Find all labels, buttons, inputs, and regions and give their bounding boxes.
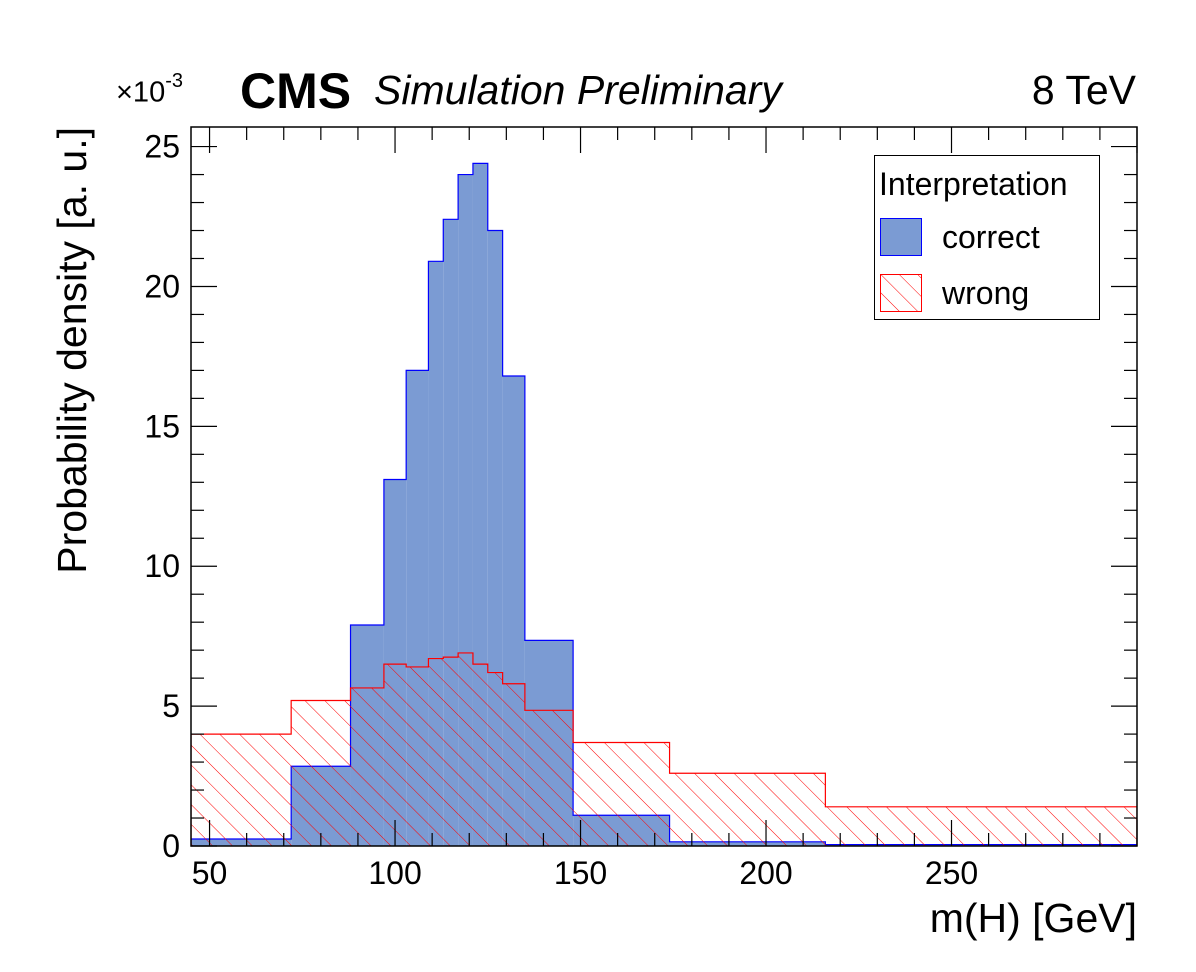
wrong-bar — [350, 687, 384, 846]
simulation-label: Simulation Preliminary — [374, 67, 782, 113]
legend-label-wrong: wrong — [942, 275, 1030, 311]
wrong-bar — [428, 658, 444, 846]
y-axis: 0 5 10 15 20 25 — [144, 129, 1137, 864]
wrong-bar — [524, 710, 574, 846]
wrong-bar — [669, 773, 826, 846]
y-tick-label: 25 — [144, 129, 180, 165]
legend-title: Interpretation — [879, 166, 1068, 202]
energy-label: 8 TeV — [1031, 67, 1136, 113]
wrong-bar — [406, 666, 429, 846]
y-tick-label: 15 — [144, 408, 180, 444]
plot-frame — [190, 126, 1138, 847]
wrong-bar — [487, 672, 503, 846]
x-tick-label: 50 — [192, 855, 228, 891]
y-axis-title: Probability density [a. u.] — [49, 127, 95, 574]
x-axis-title: m(H) [GeV] — [930, 895, 1137, 941]
legend-entry-wrong: wrong — [880, 274, 1090, 314]
wrong-bar — [573, 742, 670, 846]
legend-entry-correct: correct — [880, 218, 1090, 258]
y-axis-multiplier: ×10-3 — [116, 70, 183, 109]
y-tick-label: 5 — [162, 688, 180, 724]
x-tick-label: 250 — [925, 855, 978, 891]
legend-swatch-wrong — [880, 274, 922, 312]
wrong-bar — [443, 657, 459, 846]
wrong-bar — [502, 683, 525, 846]
plot-area — [191, 162, 1137, 846]
y-tick-label: 10 — [144, 548, 180, 584]
y-tick-label: 20 — [144, 268, 180, 304]
wrong-bar — [191, 734, 292, 846]
x-tick-label: 150 — [554, 855, 607, 891]
x-axis: 50 100 150 200 250 — [192, 127, 1138, 891]
legend-label-correct: correct — [942, 219, 1040, 255]
wrong-bar — [291, 700, 351, 846]
wrong-bar — [825, 806, 1137, 846]
x-tick-label: 100 — [368, 855, 421, 891]
experiment-label: CMS — [240, 63, 352, 119]
wrong-bar — [458, 652, 473, 846]
wrong-outline — [191, 652, 1137, 846]
x-tick-label: 200 — [739, 855, 792, 891]
wrong-bar — [472, 664, 488, 846]
legend: Interpretation correct wrong — [874, 155, 1100, 320]
legend-swatch-correct — [880, 218, 922, 256]
y-tick-label: 0 — [162, 828, 180, 864]
wrong-bar — [383, 664, 407, 846]
